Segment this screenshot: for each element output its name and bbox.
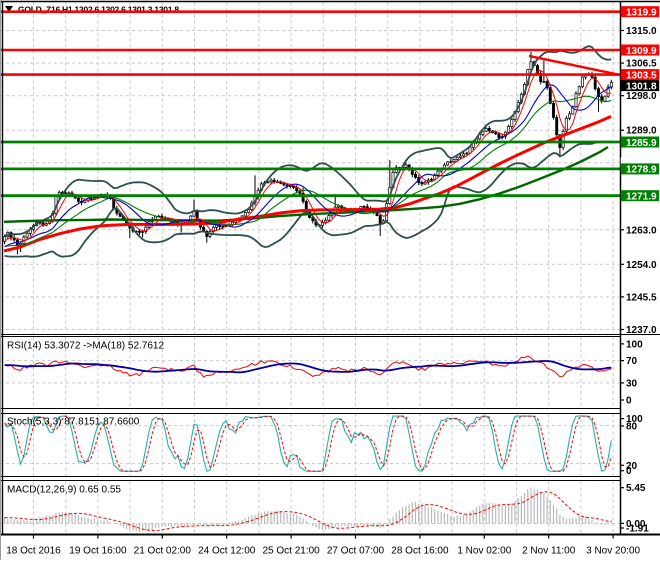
- svg-text:Stoch(5,3,3) 87.8151 87.6600: Stoch(5,3,3) 87.8151 87.6600: [7, 417, 140, 428]
- svg-text:-1.91: -1.91: [626, 524, 649, 535]
- svg-text:1306.5: 1306.5: [626, 59, 657, 70]
- svg-text:1289.0: 1289.0: [626, 126, 657, 137]
- svg-text:0: 0: [626, 466, 632, 477]
- svg-text:1298.0: 1298.0: [626, 91, 657, 102]
- svg-text:1319.9: 1319.9: [626, 8, 657, 19]
- svg-text:21 Oct 02:00: 21 Oct 02:00: [134, 546, 192, 557]
- svg-text:1263.0: 1263.0: [626, 225, 657, 236]
- svg-text:20: 20: [626, 461, 638, 472]
- svg-text:5.45: 5.45: [626, 483, 646, 494]
- svg-text:1237.0: 1237.0: [626, 325, 657, 336]
- svg-text:3 Nov 20:00: 3 Nov 20:00: [586, 546, 640, 557]
- svg-text:24 Oct 12:00: 24 Oct 12:00: [198, 546, 256, 557]
- svg-text:1245.5: 1245.5: [626, 292, 657, 303]
- svg-text:2 Nov 11:00: 2 Nov 11:00: [522, 546, 576, 557]
- svg-text:1285.9: 1285.9: [626, 138, 657, 149]
- svg-text:100: 100: [626, 414, 643, 425]
- svg-text:1278.9: 1278.9: [626, 165, 657, 176]
- svg-text:70: 70: [626, 356, 638, 367]
- svg-text:100: 100: [626, 339, 643, 350]
- svg-text:MACD(12,26,9) 0.65 0.55: MACD(12,26,9) 0.65 0.55: [7, 485, 121, 496]
- svg-text:1301.8: 1301.8: [626, 81, 657, 92]
- svg-text:RSI(14) 53.3072 ->MA(18) 52.7: RSI(14) 53.3072 ->MA(18) 52.7612: [7, 341, 164, 352]
- svg-text:1309.9: 1309.9: [626, 46, 657, 57]
- svg-text:25 Oct 21:00: 25 Oct 21:00: [262, 546, 320, 557]
- svg-text:80: 80: [626, 422, 638, 433]
- svg-text:0: 0: [626, 396, 632, 407]
- svg-text:18 Oct 2016: 18 Oct 2016: [6, 546, 61, 557]
- svg-text:1254.0: 1254.0: [626, 260, 657, 271]
- svg-text:27 Oct 07:00: 27 Oct 07:00: [327, 546, 385, 557]
- svg-text:1 Nov 02:00: 1 Nov 02:00: [457, 546, 511, 557]
- svg-text:1315.0: 1315.0: [626, 26, 657, 37]
- svg-text:1271.9: 1271.9: [626, 192, 657, 203]
- svg-text:19 Oct 16:00: 19 Oct 16:00: [69, 546, 127, 557]
- svg-text:28 Oct 16:00: 28 Oct 16:00: [391, 546, 449, 557]
- svg-text:0.00: 0.00: [626, 519, 646, 530]
- svg-text:1303.5: 1303.5: [626, 70, 657, 81]
- svg-text:30: 30: [626, 378, 638, 389]
- svg-text:GOLD_Z16,H1 1302.6 1302.6 130: GOLD_Z16,H1 1302.6 1302.6 1301.3 1301.8: [18, 5, 179, 15]
